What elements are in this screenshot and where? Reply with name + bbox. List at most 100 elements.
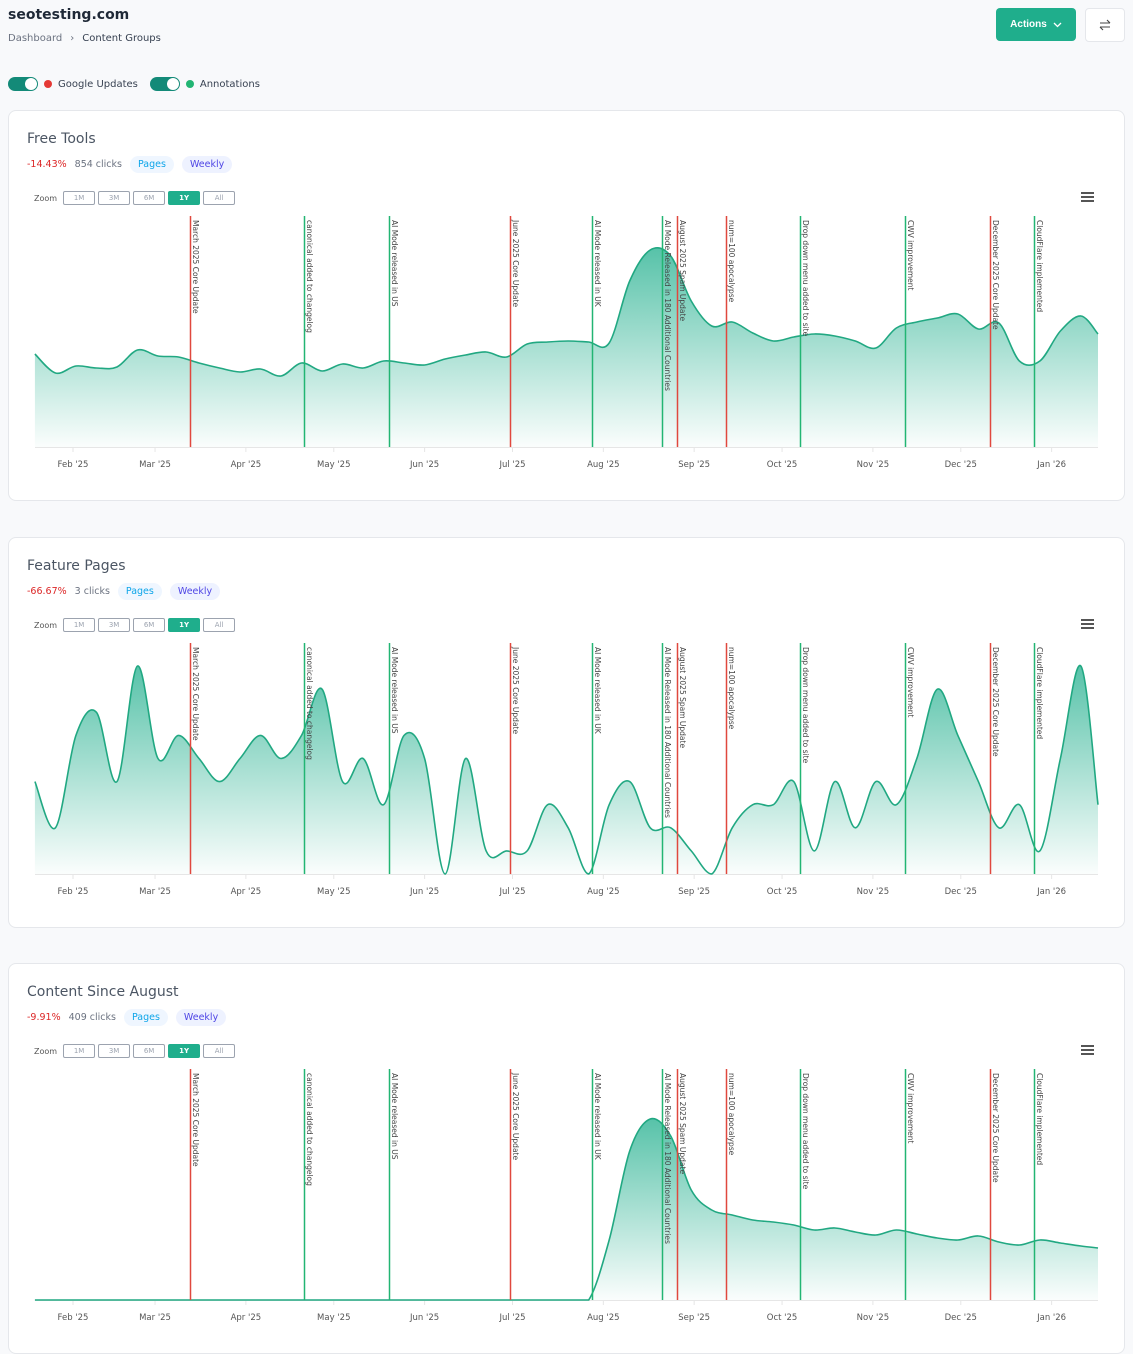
annotation-label: AI Mode Released in 180 Additional Count… <box>663 1073 672 1244</box>
x-tick-label: Sep '25 <box>678 1313 710 1323</box>
pages-badge[interactable]: Pages <box>117 583 162 600</box>
annotation-label: AI Mode Released in 180 Additional Count… <box>663 647 672 818</box>
x-tick-label: Nov '25 <box>857 460 889 470</box>
annotation-label: CloudFlare implemented <box>1035 1073 1044 1165</box>
zoom-1y-button[interactable]: 1Y <box>168 618 201 632</box>
chevron-right-icon: › <box>70 33 75 44</box>
x-tick-label: Jun '25 <box>409 1313 439 1323</box>
clicks-line <box>34 247 1099 377</box>
zoom-1y-button[interactable]: 1Y <box>168 191 201 205</box>
zoom-3m-button[interactable]: 3M <box>98 618 131 632</box>
annotation-label: August 2025 Spam Update <box>678 220 687 321</box>
breadcrumb: Dashboard › Content Groups <box>8 33 161 44</box>
zoom-controls: Zoom 1M 3M 6M 1Y All <box>34 191 236 205</box>
chart-menu-icon[interactable] <box>1081 619 1094 631</box>
card-title: Content Since August <box>27 984 179 1000</box>
card-stats: -14.43% 854 clicks Pages Weekly <box>27 156 233 173</box>
x-tick-label: Feb '25 <box>58 460 89 470</box>
zoom-all-button[interactable]: All <box>203 191 236 205</box>
clicks-chart: Feb '25 Mar '25 Apr '25 May '25 Jun '25 Jul '… <box>34 643 1099 897</box>
x-tick-label: Apr '25 <box>231 460 262 470</box>
x-tick-label: Dec '25 <box>945 887 977 897</box>
pages-badge[interactable]: Pages <box>130 156 174 173</box>
pages-badge[interactable]: Pages <box>123 1009 168 1026</box>
zoom-1m-button[interactable]: 1M <box>63 1044 96 1058</box>
zoom-label: Zoom <box>34 620 58 630</box>
annotation-label: CloudFlare implemented <box>1035 647 1044 739</box>
breadcrumb-dashboard[interactable]: Dashboard <box>8 33 63 44</box>
zoom-1y-button[interactable]: 1Y <box>168 1044 201 1058</box>
annotation-label: August 2025 Spam Update <box>678 1073 687 1174</box>
annotation-label: AI Mode Released in 180 Additional Count… <box>663 220 672 391</box>
zoom-1m-button[interactable]: 1M <box>63 618 96 632</box>
zoom-label: Zoom <box>34 1046 58 1056</box>
swap-button[interactable] <box>1085 8 1125 42</box>
actions-button[interactable]: Actions <box>996 8 1076 41</box>
google-updates-label: Google Updates <box>58 78 138 90</box>
x-tick-label: Jan '26 <box>1036 887 1066 897</box>
x-tick-label: Aug '25 <box>587 887 619 897</box>
card-title: Feature Pages <box>27 558 126 574</box>
zoom-3m-button[interactable]: 3M <box>98 1044 131 1058</box>
annotation-label: Drop down menu added to site <box>801 647 810 764</box>
x-tick-label: Nov '25 <box>857 1313 889 1323</box>
clicks-chart: Feb '25 Mar '25 Apr '25 May '25 Jun '25 Jul '… <box>34 1069 1099 1323</box>
annotation-label: CWV improvement <box>906 1073 915 1144</box>
annotation-label: March 2025 Core Update <box>191 1073 200 1167</box>
content-group-card: Free Tools -14.43% 854 clicks Pages Week… <box>8 110 1125 501</box>
x-tick-label: Feb '25 <box>58 887 89 897</box>
weekly-badge[interactable]: Weekly <box>169 583 221 600</box>
annotation-label: AI Mode released in UK <box>593 647 602 735</box>
weekly-badge[interactable]: Weekly <box>181 156 233 173</box>
annotation-label: December 2025 Core Update <box>991 220 1000 330</box>
google-updates-dot-icon <box>44 80 52 88</box>
click-count: 3 clicks <box>74 586 110 597</box>
click-count: 854 clicks <box>74 159 122 170</box>
content-group-card: Feature Pages -66.67% 3 clicks Pages Wee… <box>8 537 1125 928</box>
change-percent: -66.67% <box>27 586 67 597</box>
zoom-all-button[interactable]: All <box>203 1044 236 1058</box>
card-title: Free Tools <box>27 131 96 147</box>
x-tick-label: Jun '25 <box>409 460 439 470</box>
zoom-1m-button[interactable]: 1M <box>63 191 96 205</box>
annotation-label: num=100 apocalypse <box>727 220 736 303</box>
clicks-chart: Feb '25 Mar '25 Apr '25 May '25 Jun '25 Jul '… <box>34 216 1099 470</box>
annotation-label: AI Mode released in US <box>390 1073 399 1160</box>
x-tick-label: Nov '25 <box>857 887 889 897</box>
annotation-label: CloudFlare implemented <box>1035 220 1044 312</box>
x-tick-label: Mar '25 <box>139 460 171 470</box>
annotation-label: canonical added to changelog <box>305 647 314 760</box>
chart-menu-icon[interactable] <box>1081 192 1094 204</box>
x-tick-label: Sep '25 <box>678 887 710 897</box>
x-tick-label: Dec '25 <box>945 460 977 470</box>
chevron-down-icon <box>1053 22 1062 27</box>
zoom-controls: Zoom 1M 3M 6M 1Y All <box>34 618 236 632</box>
x-tick-label: Jul '25 <box>498 1313 525 1323</box>
zoom-3m-button[interactable]: 3M <box>98 191 131 205</box>
annotations-toggle[interactable] <box>149 77 180 91</box>
annotation-label: Drop down menu added to site <box>801 1073 810 1190</box>
zoom-6m-button[interactable]: 6M <box>133 1044 166 1058</box>
x-tick-label: Dec '25 <box>945 1313 977 1323</box>
weekly-badge[interactable]: Weekly <box>175 1009 227 1026</box>
zoom-all-button[interactable]: All <box>203 618 236 632</box>
x-tick-label: Aug '25 <box>587 1313 619 1323</box>
zoom-6m-button[interactable]: 6M <box>133 191 166 205</box>
chart-menu-icon[interactable] <box>1081 1045 1094 1057</box>
site-title: seotesting.com <box>8 7 130 23</box>
google-updates-toggle[interactable] <box>8 77 38 91</box>
annotation-label: December 2025 Core Update <box>991 647 1000 757</box>
x-tick-label: Apr '25 <box>231 1313 262 1323</box>
x-tick-label: Aug '25 <box>587 460 619 470</box>
annotation-label: num=100 apocalypse <box>727 1073 736 1156</box>
annotation-label: Drop down menu added to site <box>801 220 810 337</box>
annotation-label: AI Mode released in UK <box>593 1073 602 1161</box>
annotation-label: canonical added to changelog <box>305 1073 314 1186</box>
change-percent: -9.91% <box>27 1012 61 1023</box>
x-tick-label: May '25 <box>317 1313 350 1323</box>
zoom-6m-button[interactable]: 6M <box>133 618 166 632</box>
zoom-controls: Zoom 1M 3M 6M 1Y All <box>34 1044 236 1058</box>
x-tick-label: May '25 <box>317 460 350 470</box>
annotation-label: CWV improvement <box>906 647 915 718</box>
clicks-area <box>34 665 1098 874</box>
